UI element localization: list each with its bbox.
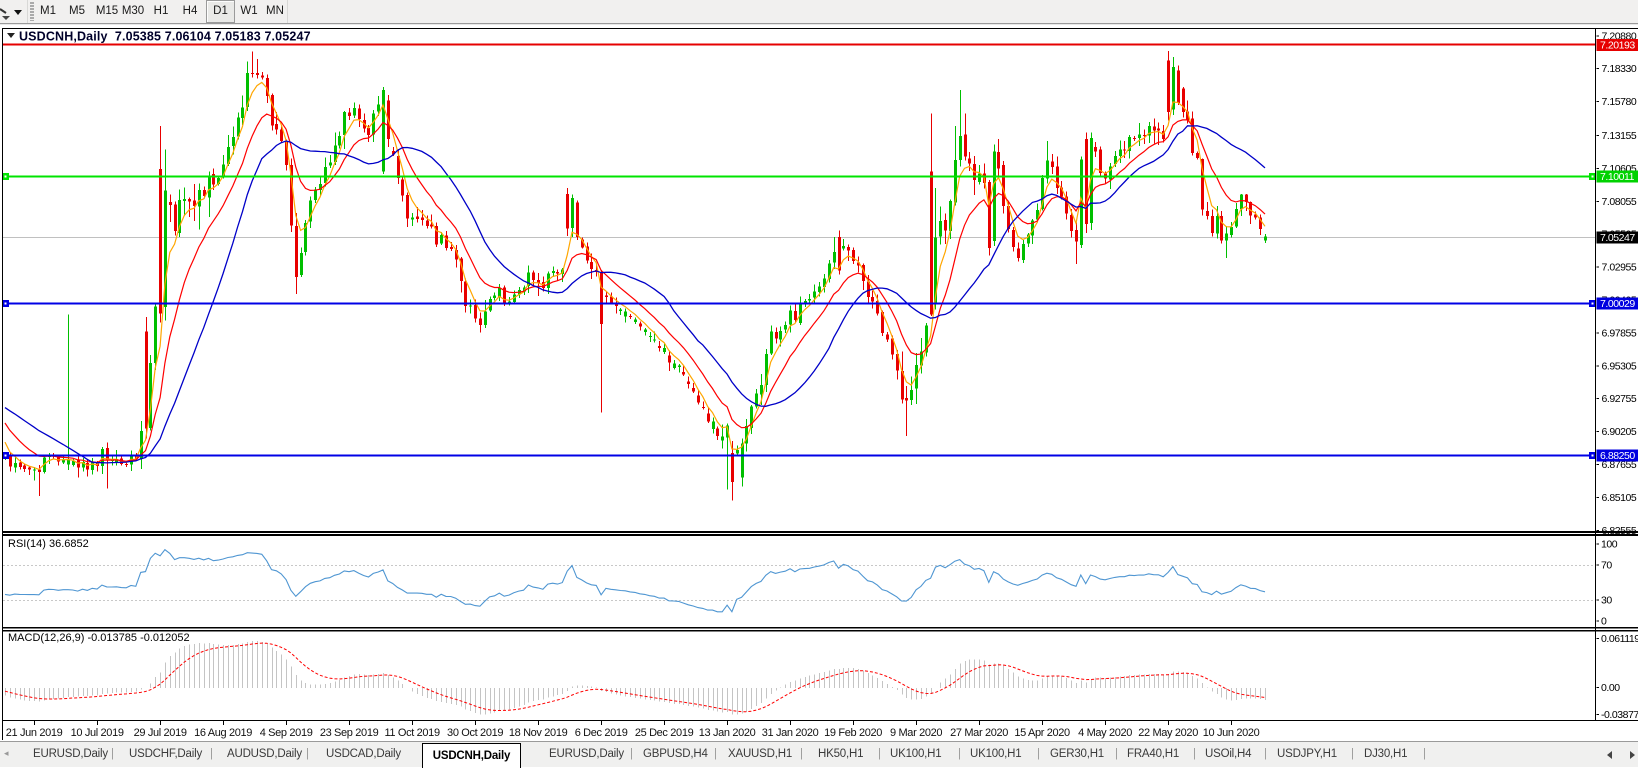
svg-text:6 Dec 2019: 6 Dec 2019 bbox=[575, 727, 628, 739]
svg-text:100: 100 bbox=[1601, 539, 1618, 551]
svg-text:30: 30 bbox=[1601, 595, 1612, 607]
svg-text:11 Oct 2019: 11 Oct 2019 bbox=[384, 727, 439, 739]
svg-text:6.82555: 6.82555 bbox=[1602, 525, 1637, 537]
svg-text:30 Oct 2019: 30 Oct 2019 bbox=[447, 727, 503, 739]
svg-text:7.13155: 7.13155 bbox=[1602, 130, 1637, 142]
svg-text:27 Mar 2020: 27 Mar 2020 bbox=[950, 727, 1008, 739]
svg-text:6.90205: 6.90205 bbox=[1602, 426, 1637, 438]
svg-text:0.00: 0.00 bbox=[1601, 682, 1620, 694]
svg-text:22 May 2020: 22 May 2020 bbox=[1138, 727, 1198, 739]
svg-text:31 Jan 2020: 31 Jan 2020 bbox=[762, 727, 819, 739]
svg-text:10 Jun 2020: 10 Jun 2020 bbox=[1203, 727, 1260, 739]
svg-text:6.85105: 6.85105 bbox=[1602, 492, 1637, 504]
svg-text:25 Dec 2019: 25 Dec 2019 bbox=[635, 727, 694, 739]
svg-text:18 Nov 2019: 18 Nov 2019 bbox=[509, 727, 568, 739]
svg-text:7.20193: 7.20193 bbox=[1600, 40, 1635, 52]
svg-text:6.95305: 6.95305 bbox=[1602, 360, 1637, 372]
svg-text:0: 0 bbox=[1601, 616, 1607, 628]
svg-text:21 Jun 2019: 21 Jun 2019 bbox=[6, 727, 63, 739]
svg-text:4 Sep 2019: 4 Sep 2019 bbox=[260, 727, 313, 739]
svg-text:7.15780: 7.15780 bbox=[1602, 96, 1637, 108]
svg-text:6.92755: 6.92755 bbox=[1602, 393, 1637, 405]
svg-text:16 Aug 2019: 16 Aug 2019 bbox=[194, 727, 252, 739]
svg-text:13 Jan 2020: 13 Jan 2020 bbox=[699, 727, 756, 739]
svg-text:23 Sep 2019: 23 Sep 2019 bbox=[320, 727, 379, 739]
svg-text:MACD(12,26,9) -0.013785 -0.012: MACD(12,26,9) -0.013785 -0.012052 bbox=[8, 632, 190, 644]
svg-text:15 Apr 2020: 15 Apr 2020 bbox=[1014, 727, 1070, 739]
svg-text:7.08055: 7.08055 bbox=[1602, 196, 1637, 208]
svg-text:6.97855: 6.97855 bbox=[1602, 327, 1637, 339]
svg-text:0.061119: 0.061119 bbox=[1601, 633, 1638, 645]
svg-text:9 Mar 2020: 9 Mar 2020 bbox=[890, 727, 942, 739]
svg-text:7.02955: 7.02955 bbox=[1602, 262, 1637, 274]
svg-text:19 Feb 2020: 19 Feb 2020 bbox=[824, 727, 882, 739]
svg-text:29 Jul 2019: 29 Jul 2019 bbox=[134, 727, 187, 739]
svg-text:RSI(14) 36.6852: RSI(14) 36.6852 bbox=[8, 538, 89, 550]
svg-text:4 May 2020: 4 May 2020 bbox=[1078, 727, 1132, 739]
svg-text:7.05247: 7.05247 bbox=[1600, 232, 1635, 244]
svg-text:7.10011: 7.10011 bbox=[1600, 171, 1635, 183]
svg-text:7.18330: 7.18330 bbox=[1602, 63, 1637, 75]
svg-text:10 Jul 2019: 10 Jul 2019 bbox=[71, 727, 124, 739]
svg-text:6.88250: 6.88250 bbox=[1600, 450, 1635, 462]
svg-text:7.00029: 7.00029 bbox=[1600, 298, 1635, 310]
svg-text:70: 70 bbox=[1601, 560, 1612, 572]
svg-text:USDCNH,Daily 7.05385 7.06104: USDCNH,Daily 7.05385 7.06104 7.05183 7.0… bbox=[19, 30, 311, 44]
